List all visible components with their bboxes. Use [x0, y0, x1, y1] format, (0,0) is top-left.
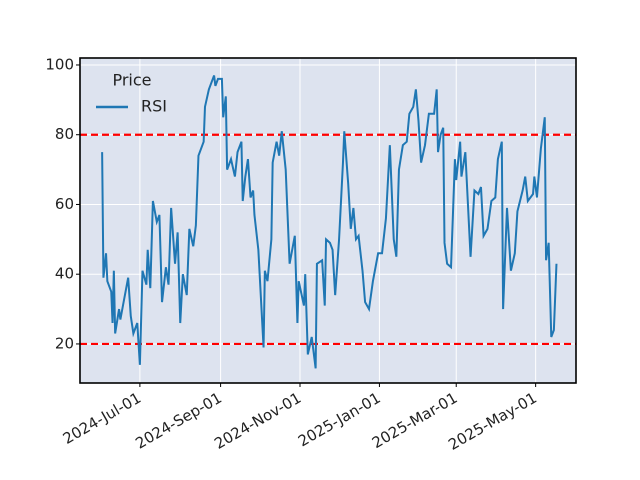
- legend-label: RSI: [141, 97, 167, 116]
- x-tick-label: 2024-Nov-01: [211, 389, 304, 453]
- x-tick-label: 2025-May-01: [445, 389, 540, 454]
- x-tick-label: 2024-Jul-01: [60, 389, 144, 448]
- x-tick-label: 2024-Sep-01: [132, 389, 224, 453]
- y-tick-label: 20: [55, 334, 74, 352]
- y-tick-label: 40: [55, 265, 74, 283]
- legend-title: Price: [112, 71, 151, 90]
- y-tick-label: 80: [55, 125, 74, 143]
- plot-frame: [79, 57, 577, 384]
- plot-area: [80, 58, 576, 383]
- y-tick-label: 100: [45, 55, 74, 73]
- y-tick-label: 60: [55, 195, 74, 213]
- line-series: [101, 75, 558, 369]
